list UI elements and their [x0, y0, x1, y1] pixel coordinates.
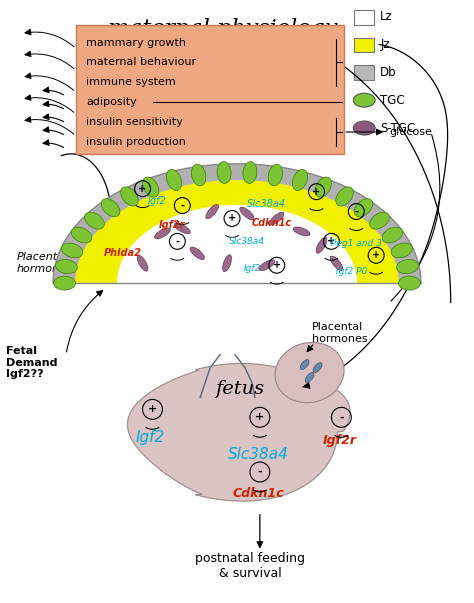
Text: TGC: TGC [380, 93, 405, 107]
Ellipse shape [270, 212, 284, 225]
Text: Cdkn1c: Cdkn1c [232, 487, 283, 500]
Ellipse shape [259, 260, 275, 271]
Ellipse shape [190, 247, 204, 260]
Text: Placental
hormones: Placental hormones [311, 322, 367, 344]
Text: postnatal feeding
& survival: postnatal feeding & survival [195, 552, 305, 581]
Ellipse shape [354, 199, 373, 216]
Text: adiposity: adiposity [86, 97, 137, 107]
Ellipse shape [137, 255, 148, 271]
Text: maternal behaviour: maternal behaviour [86, 57, 196, 68]
Polygon shape [53, 164, 421, 283]
Ellipse shape [391, 243, 412, 258]
Text: Igf2 P0: Igf2 P0 [336, 267, 367, 276]
Text: Slc38a4: Slc38a4 [229, 237, 265, 246]
Text: Slc38a4: Slc38a4 [247, 198, 286, 209]
Bar [76, 25, 345, 154]
Ellipse shape [292, 169, 308, 191]
Text: insulin sensitivity: insulin sensitivity [86, 117, 183, 127]
Text: Peg1 and 3: Peg1 and 3 [331, 239, 382, 248]
Ellipse shape [62, 243, 83, 258]
Text: Db: Db [380, 66, 397, 79]
Text: -: - [354, 207, 358, 216]
Text: -: - [180, 201, 184, 210]
Text: immune system: immune system [86, 77, 176, 87]
Text: +: + [372, 250, 380, 260]
Ellipse shape [397, 259, 419, 274]
Text: +: + [255, 412, 264, 422]
Polygon shape [118, 206, 356, 283]
Text: Igf2: Igf2 [243, 264, 261, 273]
Ellipse shape [353, 121, 375, 135]
Ellipse shape [300, 359, 309, 370]
Text: +: + [312, 187, 320, 197]
Ellipse shape [315, 177, 331, 197]
Ellipse shape [240, 207, 254, 220]
Ellipse shape [191, 164, 206, 186]
Text: placenta: placenta [181, 169, 265, 188]
Text: Jz: Jz [380, 38, 390, 51]
Ellipse shape [166, 169, 182, 191]
Ellipse shape [275, 343, 344, 403]
Text: Slc38a4: Slc38a4 [228, 447, 288, 462]
Text: Lz: Lz [380, 10, 393, 23]
Text: Cdkn1c: Cdkn1c [252, 218, 292, 229]
Ellipse shape [206, 204, 219, 219]
Text: +: + [273, 260, 281, 270]
Text: +: + [228, 213, 236, 224]
Text: +: + [138, 184, 146, 194]
Text: insulin production: insulin production [86, 137, 186, 147]
Ellipse shape [305, 373, 314, 382]
Bar [354, 65, 374, 80]
Ellipse shape [101, 199, 120, 216]
Text: Igf2r: Igf2r [322, 434, 356, 447]
Ellipse shape [155, 228, 170, 239]
Text: maternal physiology: maternal physiology [108, 17, 337, 40]
Bar [354, 10, 374, 25]
Text: Fetal
Demand
Igf2??: Fetal Demand Igf2?? [6, 346, 58, 379]
Text: Placental
hormones: Placental hormones [16, 253, 72, 274]
Polygon shape [76, 181, 398, 283]
Ellipse shape [293, 227, 310, 236]
Ellipse shape [330, 256, 343, 270]
Ellipse shape [336, 187, 353, 206]
Text: mammary growth: mammary growth [86, 37, 186, 48]
Ellipse shape [353, 93, 375, 107]
Ellipse shape [121, 187, 138, 206]
Ellipse shape [54, 276, 75, 290]
Ellipse shape [223, 254, 231, 272]
Ellipse shape [268, 164, 283, 186]
Ellipse shape [174, 223, 190, 234]
Ellipse shape [316, 238, 327, 253]
Bar [354, 37, 374, 52]
Text: -: - [257, 467, 262, 477]
Ellipse shape [85, 212, 104, 229]
Ellipse shape [55, 259, 77, 274]
Ellipse shape [370, 212, 389, 229]
Text: -: - [339, 412, 344, 422]
Polygon shape [128, 364, 350, 501]
Ellipse shape [217, 162, 231, 183]
Text: +: + [328, 236, 336, 247]
Ellipse shape [399, 276, 420, 290]
Text: -: - [175, 236, 179, 247]
Ellipse shape [382, 227, 403, 243]
Text: Phlda2: Phlda2 [104, 248, 142, 258]
Text: Igf2r: Igf2r [159, 221, 185, 230]
Text: glucose: glucose [389, 127, 432, 137]
Text: Igf2: Igf2 [148, 195, 167, 206]
Text: S-TGC: S-TGC [380, 122, 415, 134]
Text: Igf2: Igf2 [136, 430, 165, 444]
Ellipse shape [71, 227, 92, 243]
Ellipse shape [243, 162, 257, 183]
Ellipse shape [313, 362, 322, 373]
Text: +: + [148, 405, 157, 414]
Ellipse shape [143, 177, 159, 197]
Text: fetus: fetus [215, 380, 264, 399]
